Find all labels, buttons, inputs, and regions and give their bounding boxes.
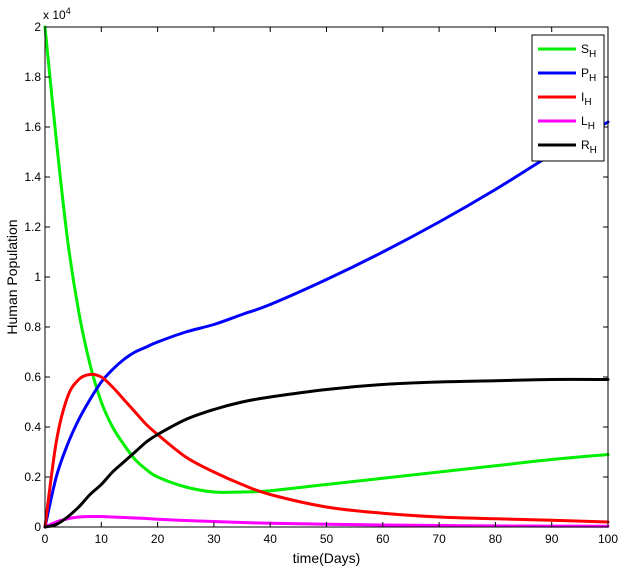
y-tick-label: 0.4 <box>24 420 41 434</box>
y-tick-label: 1.6 <box>24 120 41 134</box>
y-tick-label: 1.4 <box>24 170 41 184</box>
plot-lines <box>43 25 610 529</box>
y-axis: 0 0.2 0.4 0.6 0.8 1 1.2 1.4 1.6 1.8 2 <box>24 20 608 534</box>
y-tick-label: 1 <box>34 270 41 284</box>
legend-label-lh: LH <box>581 114 595 132</box>
x-axis-label: time(Days) <box>293 550 361 566</box>
series-line-ph <box>43 120 610 529</box>
y-axis-label: Human Population <box>4 219 20 334</box>
x-axis: 0 10 20 30 40 50 60 70 80 90 100 <box>42 27 618 546</box>
x-tick-label: 50 <box>320 532 334 546</box>
y-exponent-label: x 104 <box>43 6 71 22</box>
x-tick-label: 10 <box>95 532 109 546</box>
legend-label-sh: SH <box>581 42 596 60</box>
y-tick-label: 0.8 <box>24 320 41 334</box>
y-tick-label: 0.6 <box>24 370 41 384</box>
x-tick-label: 100 <box>598 532 618 546</box>
legend-label-ph: PH <box>581 66 596 84</box>
x-tick-label: 0 <box>42 532 49 546</box>
x-tick-label: 90 <box>545 532 559 546</box>
series-line-rh <box>43 377 610 529</box>
x-tick-label: 70 <box>432 532 446 546</box>
x-tick-label: 20 <box>151 532 165 546</box>
series-line-lh <box>43 514 610 529</box>
x-tick-label: 40 <box>264 532 278 546</box>
x-tick-label: 30 <box>207 532 221 546</box>
x-tick-label: 80 <box>489 532 503 546</box>
y-tick-label: 2 <box>34 20 41 34</box>
y-tick-label: 1.8 <box>24 70 41 84</box>
legend-label-ih: IH <box>581 90 592 108</box>
y-tick-label: 0.2 <box>24 470 41 484</box>
y-tick-label: 1.2 <box>24 220 41 234</box>
y-tick-label: 0 <box>34 520 41 534</box>
x-tick-label: 60 <box>376 532 390 546</box>
legend-label-rh: RH <box>581 138 597 156</box>
series-line-sh <box>43 25 610 494</box>
legend: SH PH IH LH RH <box>531 34 605 162</box>
